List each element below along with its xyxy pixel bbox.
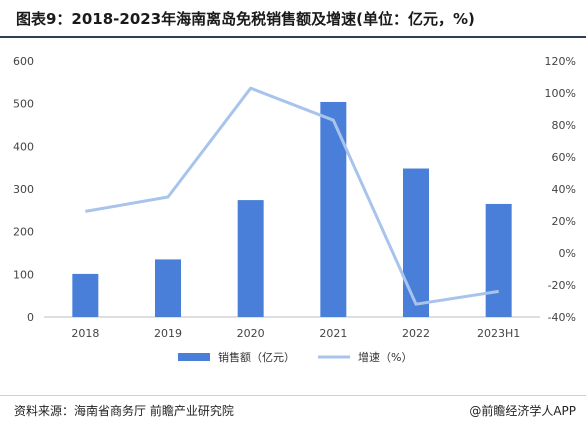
right-axis-tick: -20%: [548, 279, 576, 292]
legend-bar-swatch: [178, 353, 210, 361]
right-axis-tick: 120%: [545, 55, 576, 68]
growth-line-path: [85, 86, 499, 306]
right-axis-tick: 20%: [552, 215, 576, 228]
left-axis-tick: 600: [13, 55, 34, 68]
bars: [72, 101, 512, 318]
right-axis-tick: 60%: [552, 151, 576, 164]
right-axis-tick: 40%: [552, 183, 576, 196]
chart: 0 100 200 300 400 500 600 -40% -20% 0% 20% 40% 60% 8…: [13, 55, 576, 364]
title-divider: [0, 36, 586, 38]
left-axis-tick: 400: [13, 140, 34, 153]
right-axis-tick: 100%: [545, 87, 576, 100]
left-axis-tick: 300: [13, 183, 34, 196]
left-axis-tick: 100: [13, 268, 34, 281]
right-axis-tick: 80%: [552, 119, 576, 132]
bar-2021: [320, 101, 347, 318]
x-axis-tick: 2023H1: [477, 327, 520, 340]
bar-2020: [237, 200, 264, 317]
chart-title: 图表9：2018-2023年海南离岛免税销售额及增速(单位：亿元，%): [16, 10, 475, 28]
right-axis-tick: 0%: [559, 247, 576, 260]
x-axis-tick: 2021: [319, 327, 347, 340]
x-axis-tick: 2019: [154, 327, 182, 340]
left-axis-tick: 200: [13, 226, 34, 239]
right-axis-tick: -40%: [548, 311, 576, 324]
left-axis-tick: 0: [27, 311, 34, 324]
legend-line-label: 增速（%）: [358, 350, 412, 364]
right-axis-ticks: -40% -20% 0% 20% 40% 60% 80% 100% 120%: [545, 55, 576, 324]
credit-note: @前瞻经济学人APP: [469, 404, 576, 418]
legend: 销售额（亿元） 增速（%）: [178, 350, 412, 364]
bar-2018: [72, 273, 99, 317]
source-note: 资料来源：海南省商务厅 前瞻产业研究院: [14, 404, 234, 418]
bar-2022: [403, 168, 429, 317]
left-axis-ticks: 0 100 200 300 400 500 600: [13, 55, 34, 324]
growth-line: [85, 86, 499, 306]
legend-bar-label: 销售额（亿元）: [218, 350, 295, 364]
x-axis-tick: 2018: [71, 327, 99, 340]
footer-divider: [0, 395, 586, 396]
x-axis-tick: 2020: [237, 327, 265, 340]
left-axis-tick: 500: [13, 98, 34, 111]
x-axis-labels: 2018 2019 2020 2021 2022 2023H1: [71, 327, 520, 340]
bar-2023H1: [485, 203, 512, 317]
bar-2019: [155, 259, 181, 317]
x-axis-tick: 2022: [402, 327, 430, 340]
